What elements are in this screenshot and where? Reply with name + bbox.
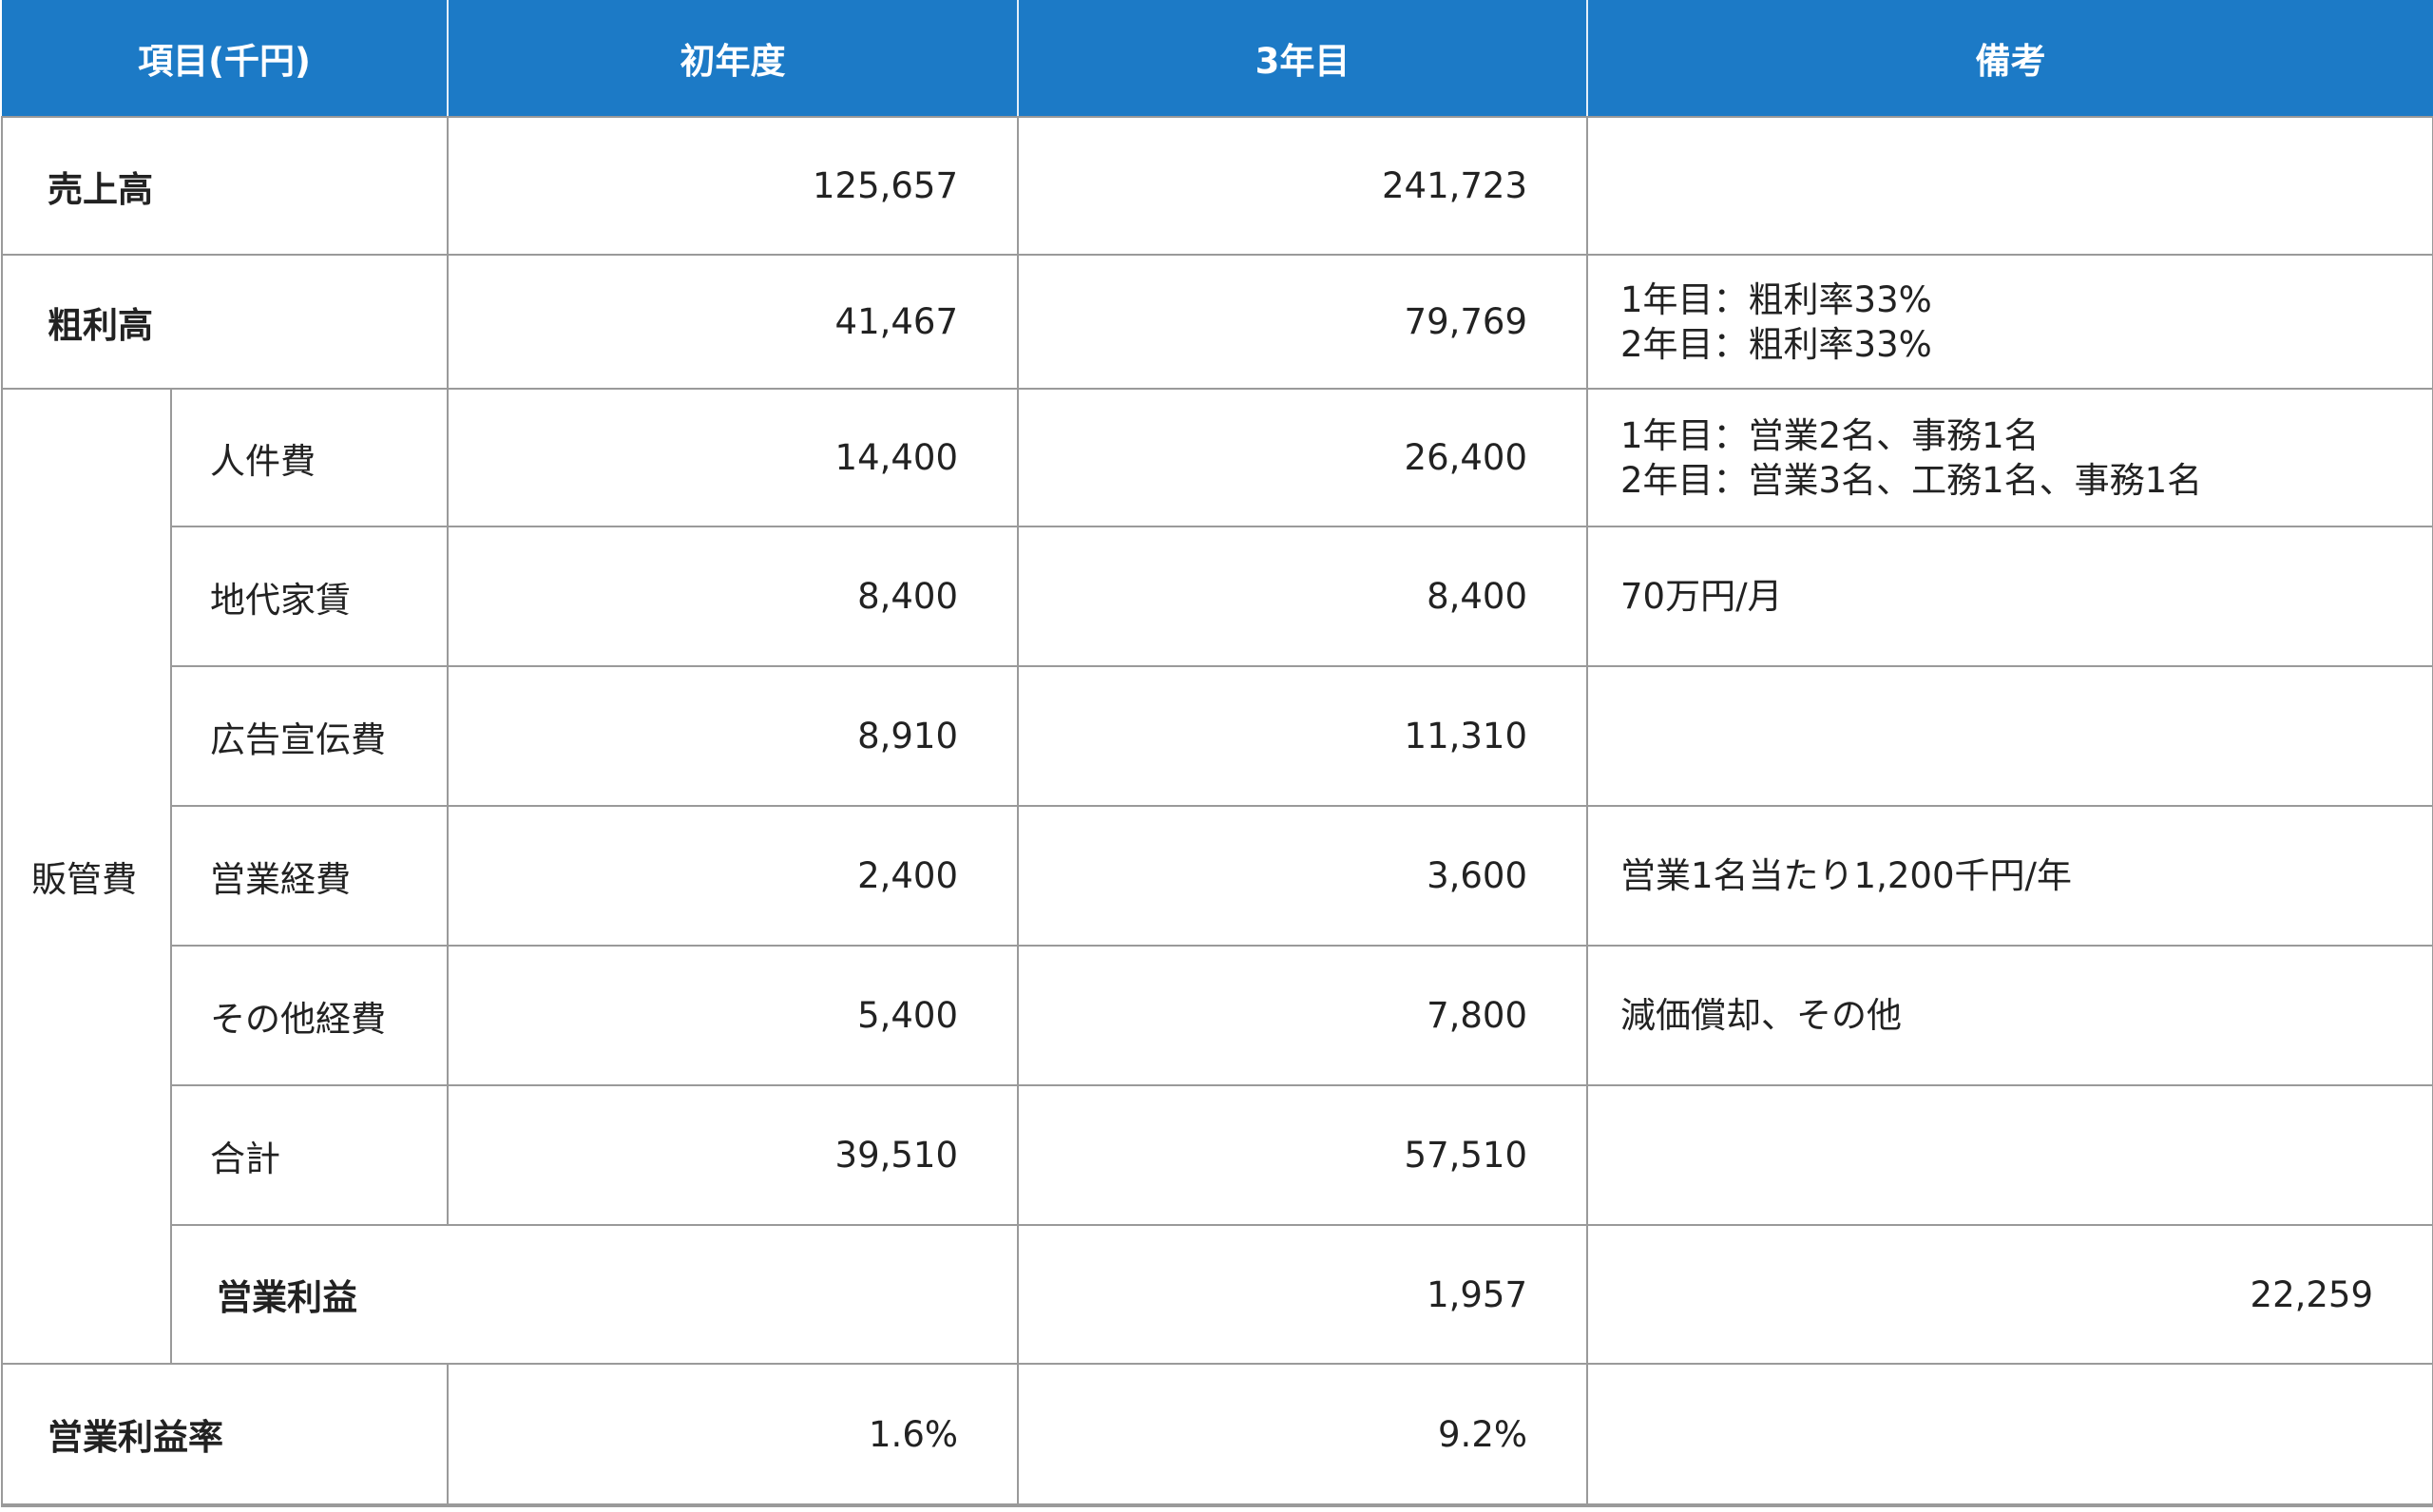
header-item: 項目(千円) bbox=[2, 0, 450, 118]
note-cell: 営業1名当たり1,200千円/年 bbox=[1586, 805, 2433, 947]
table-row-personnel: 販管費 人件費 14,400 26,400 1年目：営業2名、事務1名 2年目：… bbox=[1, 388, 2433, 1365]
note-line: 2年目：営業3名、工務1名、事務1名 bbox=[1620, 459, 2203, 501]
note-cell bbox=[1586, 1084, 2433, 1226]
row-label: 人件費 bbox=[169, 388, 450, 527]
value-year3: 3,600 bbox=[1017, 805, 1589, 947]
group-label-sga: 販管費 bbox=[1, 388, 172, 1365]
value-year3: 79,769 bbox=[1017, 254, 1589, 390]
value-year1: 1,957 bbox=[1017, 1224, 1589, 1365]
value-year1: 2,400 bbox=[447, 805, 1020, 947]
value-year1: 1.6% bbox=[447, 1363, 1020, 1507]
note-cell bbox=[1586, 665, 2433, 807]
note-cell: 1年目：粗利率33% 2年目：粗利率33% bbox=[1586, 254, 2433, 390]
note-cell bbox=[1586, 1363, 2433, 1507]
row-label: 広告宣伝費 bbox=[169, 665, 450, 807]
value-year1: 39,510 bbox=[447, 1084, 1020, 1226]
note-cell: 70万円/月 bbox=[1586, 526, 2433, 667]
note-line: 2年目：粗利率33% bbox=[1620, 323, 1932, 365]
value-year1: 41,467 bbox=[447, 254, 1020, 390]
table-row-sga-total: 合計 39,510 57,510 bbox=[2, 1084, 2433, 1226]
note-cell: 1年目：営業2名、事務1名 2年目：営業3名、工務1名、事務1名 bbox=[1586, 388, 2433, 527]
row-label: 営業利益 bbox=[169, 1224, 1020, 1365]
table-row-sales: 売上高 125,657 241,723 bbox=[0, 116, 2433, 256]
table-row-gross: 粗利高 41,467 79,769 1年目：粗利率33% 2年目：粗利率33% bbox=[0, 254, 2433, 390]
value-year3: 57,510 bbox=[1017, 1084, 1589, 1226]
value-year3: 7,800 bbox=[1017, 945, 1589, 1086]
value-year1: 5,400 bbox=[447, 945, 1020, 1086]
table-row-advertising: 広告宣伝費 8,910 11,310 bbox=[2, 665, 2433, 807]
header-year3: 3年目 bbox=[1017, 0, 1589, 118]
row-label: 地代家賃 bbox=[169, 526, 450, 667]
table-header-row: 項目(千円) 初年度 3年目 備考 bbox=[2, 0, 2433, 118]
note-line: 1年目：粗利率33% bbox=[1620, 278, 1932, 320]
row-label: 粗利高 bbox=[0, 254, 450, 390]
row-label: その他経費 bbox=[169, 945, 450, 1086]
note-cell: 減価償却、その他 bbox=[1586, 945, 2433, 1086]
row-label: 営業経費 bbox=[169, 805, 450, 947]
row-label: 営業利益率 bbox=[0, 1363, 450, 1507]
row-label: 合計 bbox=[169, 1084, 450, 1226]
row-label: 売上高 bbox=[0, 116, 450, 256]
header-notes: 備考 bbox=[1586, 0, 2433, 118]
value-year1: 8,400 bbox=[447, 526, 1020, 667]
value-year3: 11,310 bbox=[1017, 665, 1589, 807]
table-row-op-profit: 営業利益 1,957 22,259 bbox=[2, 1224, 2433, 1365]
value-year1: 125,657 bbox=[447, 116, 1020, 256]
table-row-sales-expense: 営業経費 2,400 3,600 営業1名当たり1,200千円/年 bbox=[2, 805, 2433, 947]
value-year1: 14,400 bbox=[447, 388, 1020, 527]
note-cell bbox=[1586, 116, 2433, 256]
value-year3: 22,259 bbox=[1586, 1224, 2433, 1365]
table-row-op-margin: 営業利益率 1.6% 9.2% bbox=[0, 1363, 2433, 1507]
table-row-rent: 地代家賃 8,400 8,400 70万円/月 bbox=[2, 526, 2433, 667]
header-year1: 初年度 bbox=[447, 0, 1020, 118]
value-year3: 241,723 bbox=[1017, 116, 1589, 256]
value-year1: 8,910 bbox=[447, 665, 1020, 807]
value-year3: 8,400 bbox=[1017, 526, 1589, 667]
table-row-other-expense: その他経費 5,400 7,800 減価償却、その他 bbox=[2, 945, 2433, 1086]
value-year3: 9.2% bbox=[1017, 1363, 1589, 1507]
note-line: 1年目：営業2名、事務1名 bbox=[1620, 414, 2040, 456]
value-year3: 26,400 bbox=[1017, 388, 1589, 527]
